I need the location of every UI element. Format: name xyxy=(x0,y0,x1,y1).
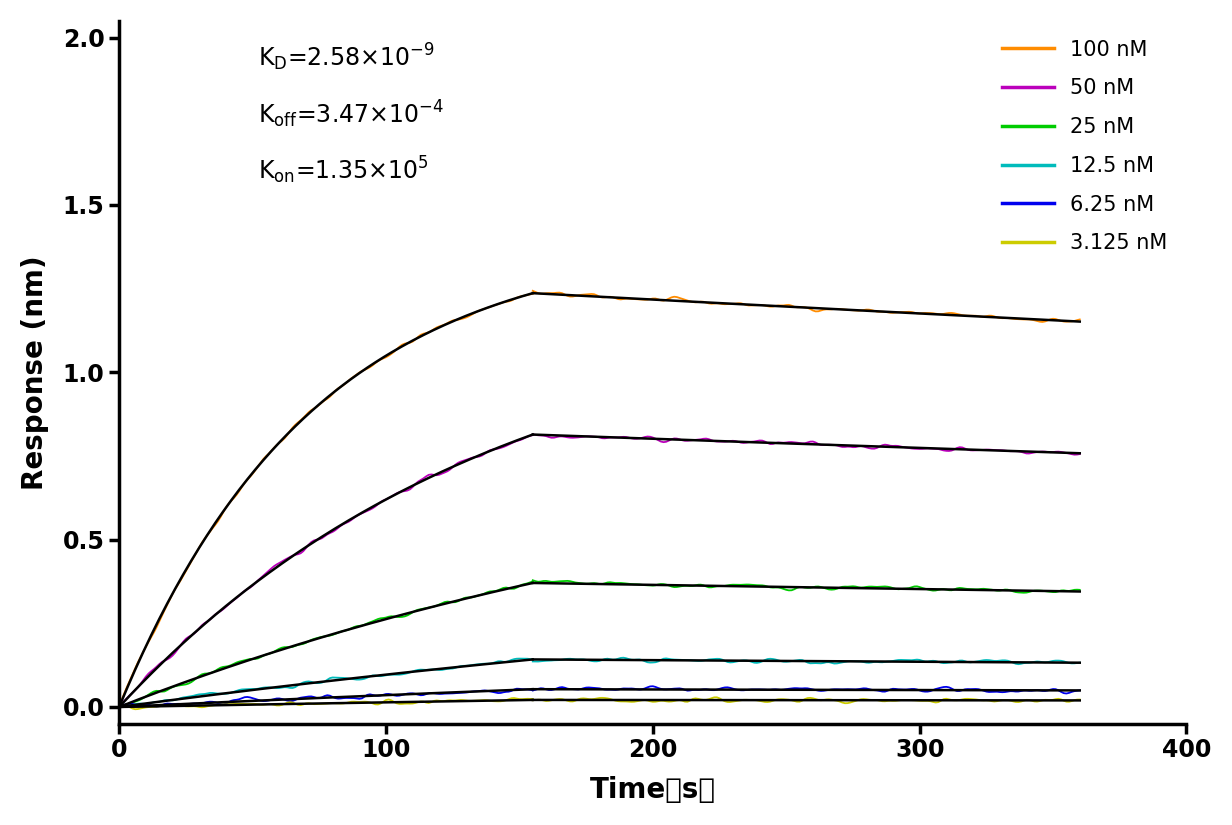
X-axis label: Time（s）: Time（s） xyxy=(590,776,716,804)
Text: K$_\mathregular{off}$=3.47×10$^{-4}$: K$_\mathregular{off}$=3.47×10$^{-4}$ xyxy=(257,98,444,130)
Text: K$_\mathregular{D}$=2.58×10$^{-9}$: K$_\mathregular{D}$=2.58×10$^{-9}$ xyxy=(257,42,435,73)
Text: K$_\mathregular{on}$=1.35×10$^{5}$: K$_\mathregular{on}$=1.35×10$^{5}$ xyxy=(257,154,429,186)
Y-axis label: Response (nm): Response (nm) xyxy=(21,255,49,489)
Legend: 100 nM, 50 nM, 25 nM, 12.5 nM, 6.25 nM, 3.125 nM: 100 nM, 50 nM, 25 nM, 12.5 nM, 6.25 nM, … xyxy=(993,31,1177,262)
